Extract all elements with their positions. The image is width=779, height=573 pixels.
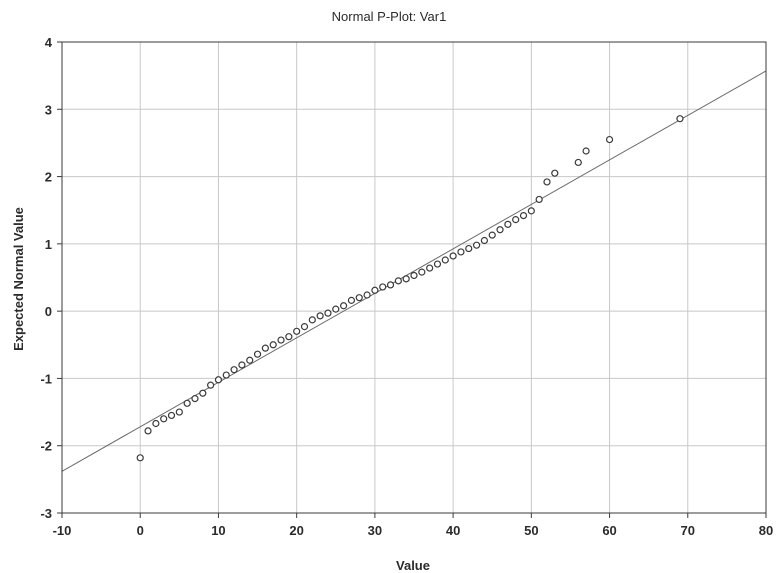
data-point — [605, 135, 614, 144]
data-points — [136, 115, 684, 462]
data-point — [222, 371, 230, 379]
data-point — [308, 316, 316, 324]
data-point — [433, 260, 442, 268]
data-point — [496, 226, 504, 234]
data-point — [316, 312, 324, 320]
data-point — [504, 220, 512, 228]
data-point — [410, 271, 418, 280]
data-point — [238, 361, 246, 369]
data-point — [261, 344, 269, 352]
x-tick-label: 80 — [759, 523, 773, 538]
y-tick-label: 1 — [45, 237, 52, 252]
data-point — [293, 327, 301, 335]
data-point — [465, 244, 473, 253]
reference-line — [61, 70, 767, 472]
y-tick-labels: -3 -2 -1 0 1 2 3 4 — [40, 35, 52, 521]
plot-frame — [61, 41, 767, 514]
data-point — [324, 309, 332, 317]
data-point — [355, 294, 363, 302]
x-tick-label: 40 — [446, 523, 460, 538]
y-tick-label: 2 — [45, 170, 52, 185]
data-point — [191, 395, 199, 403]
data-point — [199, 389, 207, 397]
data-point — [527, 207, 535, 215]
x-tick-label: 50 — [524, 523, 538, 538]
data-point — [457, 248, 465, 256]
data-point — [418, 268, 426, 276]
x-tick-label: 30 — [368, 523, 382, 538]
x-tick-label: 20 — [289, 523, 303, 538]
x-tick-label: 0 — [137, 523, 144, 538]
data-point — [426, 264, 434, 272]
y-tick-label: -1 — [40, 371, 52, 386]
data-point — [152, 419, 160, 428]
data-point — [332, 305, 340, 313]
data-point — [347, 296, 356, 304]
data-point — [519, 211, 528, 220]
data-point — [246, 356, 254, 364]
data-point — [472, 241, 481, 249]
data-point — [488, 231, 496, 239]
data-point — [512, 216, 520, 224]
plot-frame-layer — [57, 41, 767, 518]
data-point — [551, 169, 559, 177]
x-tick-label: 10 — [211, 523, 225, 538]
data-point — [285, 333, 293, 341]
data-point — [167, 411, 176, 420]
data-point — [277, 336, 285, 344]
data-point — [480, 236, 488, 245]
x-tick-label: 70 — [681, 523, 695, 538]
y-tick-label: -3 — [40, 506, 52, 521]
y-axis-label: Expected Normal Value — [11, 207, 26, 351]
chart-title: Normal P-Plot: Var1 — [332, 9, 447, 24]
data-point — [363, 291, 371, 299]
y-tick-label: -2 — [40, 439, 52, 454]
x-tick-label: -10 — [53, 523, 72, 538]
data-point — [253, 350, 262, 358]
data-point — [230, 366, 238, 374]
data-point — [402, 275, 410, 283]
data-point — [269, 341, 277, 349]
y-tick-label: 4 — [45, 35, 53, 50]
data-point — [379, 283, 387, 291]
data-point — [574, 158, 582, 167]
data-point — [543, 178, 551, 186]
reference-line-layer — [61, 70, 767, 472]
data-point — [582, 147, 590, 155]
data-point — [300, 323, 309, 331]
data-point — [371, 286, 379, 294]
x-tick-labels: -10 0 10 20 30 40 50 60 70 80 — [53, 523, 774, 538]
data-point — [386, 281, 395, 289]
data-point — [207, 381, 215, 389]
x-axis-label: Value — [396, 558, 430, 573]
y-tick-label: 3 — [45, 102, 52, 117]
data-point — [183, 399, 191, 407]
data-point — [535, 195, 543, 204]
data-point — [136, 454, 144, 462]
data-point — [441, 256, 449, 264]
y-tick-label: 0 — [45, 304, 52, 319]
data-point — [214, 376, 223, 384]
x-tick-label: 60 — [602, 523, 616, 538]
data-point — [449, 252, 457, 260]
data-point — [676, 115, 684, 123]
data-point — [394, 277, 402, 285]
data-point — [160, 415, 168, 423]
data-point — [175, 408, 183, 416]
grid-lines — [62, 42, 766, 513]
data-point — [340, 302, 348, 310]
data-point — [144, 427, 152, 435]
